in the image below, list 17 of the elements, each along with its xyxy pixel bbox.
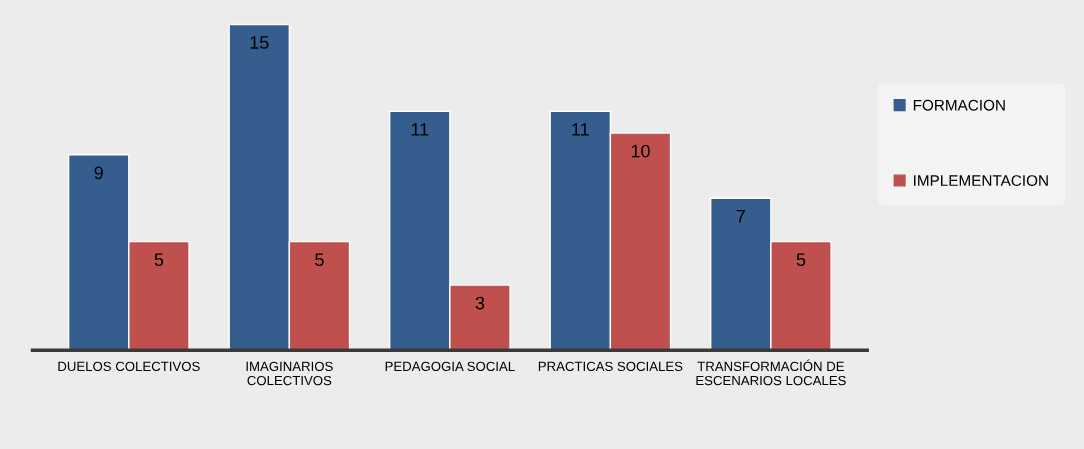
data-label: 5: [154, 253, 164, 267]
x-tick-label: DUELOS COLECTIVOS: [58, 361, 200, 372]
legend-label: IMPLEMENTACION: [914, 175, 1048, 186]
x-tick-label: IMAGINARIOS COLECTIVOS: [246, 361, 333, 386]
x-tick-label: PEDAGOGIA SOCIAL: [385, 361, 515, 372]
data-label: 7: [736, 210, 745, 223]
data-label: 11: [572, 123, 589, 136]
data-label: 3: [475, 296, 485, 310]
x-tick-label: PRACTICAS SOCIALES: [538, 361, 683, 372]
data-label: 5: [315, 253, 324, 267]
data-label: 5: [796, 253, 806, 267]
legend-label: FORMACION: [913, 99, 1005, 111]
data-label: 11: [411, 123, 429, 136]
data-label: 15: [250, 36, 269, 49]
data-label: 10: [631, 144, 650, 158]
x-tick-label: TRANSFORMACIÓN DE ESCENARIOS LOCALES: [696, 359, 846, 386]
data-label: 9: [94, 166, 103, 180]
